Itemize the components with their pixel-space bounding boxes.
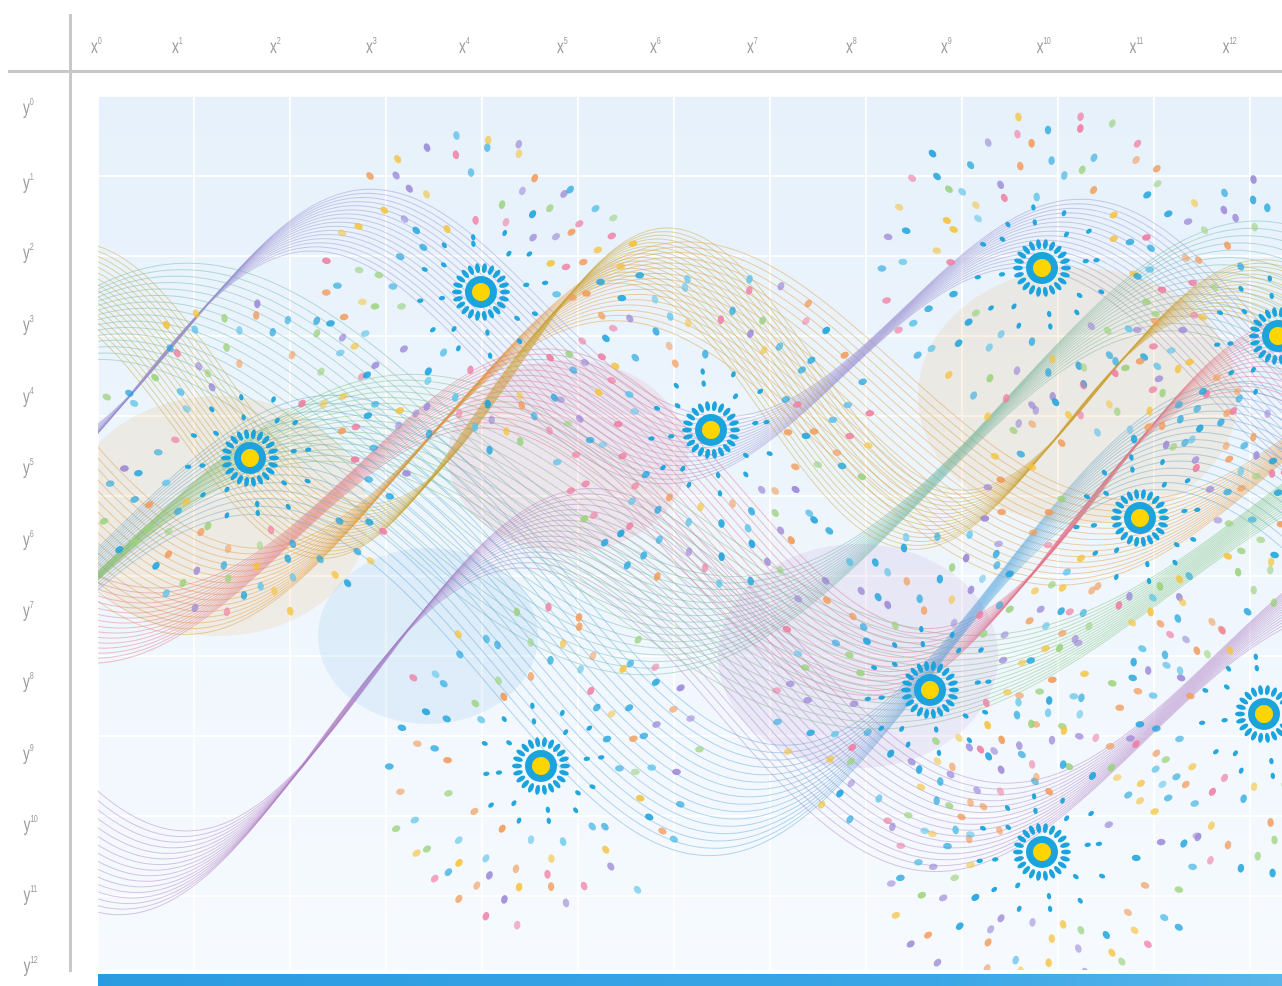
color-washes: [98, 268, 1238, 768]
y-axis-label: y4: [22, 386, 34, 409]
y-axis-label-base: y: [22, 243, 30, 264]
y-axis-label-base: y: [22, 387, 30, 408]
y-axis-rule: [69, 14, 72, 972]
x-axis-label-exponent: 0: [97, 36, 102, 47]
x-axis-label-base: x: [845, 37, 853, 58]
y-axis-label: y6: [22, 529, 34, 552]
y-axis-label-exponent: 3: [29, 314, 34, 325]
x-axis-label-base: x: [556, 37, 564, 58]
x-axis-label-exponent: 2: [276, 36, 281, 47]
y-axis-label: y1: [22, 172, 34, 195]
y-axis-label: y2: [22, 242, 34, 265]
y-axis-label: y5: [22, 457, 34, 480]
y-axis-label-exponent: 6: [29, 529, 34, 540]
x-axis-label: x1: [171, 36, 183, 59]
y-axis-label-base: y: [22, 458, 30, 479]
x-axis-label: x7: [746, 36, 758, 59]
x-axis-label-base: x: [458, 37, 466, 58]
flower-cluster: [99, 112, 1282, 970]
y-axis-label: y11: [23, 884, 38, 907]
x-axis-label-exponent: 7: [753, 36, 758, 47]
x-axis-label: x12: [1222, 36, 1237, 59]
bottom-bar: [98, 974, 1282, 986]
radial-flower-icon: [552, 274, 875, 588]
radial-flower-icon: [1121, 175, 1282, 478]
radial-flower-icon: [321, 131, 645, 455]
x-axis-label: x9: [940, 36, 952, 59]
x-axis-label-exponent: 11: [1136, 36, 1143, 47]
x-axis-label-exponent: 5: [563, 36, 568, 47]
radial-flower-icon: [883, 693, 1202, 970]
x-axis-label: x10: [1036, 36, 1051, 59]
y-axis-label: y10: [23, 814, 38, 837]
y-axis-label: y0: [22, 97, 34, 120]
x-axis-label-base: x: [940, 37, 948, 58]
x-axis-label: x3: [365, 36, 377, 59]
x-axis-label-base: x: [649, 37, 657, 58]
x-axis-label-exponent: 8: [852, 36, 857, 47]
x-axis-label: x0: [90, 36, 102, 59]
x-axis-label-base: x: [90, 37, 98, 58]
x-axis-label: x8: [845, 36, 857, 59]
x-axis-label: x5: [556, 36, 568, 59]
x-axis-label-exponent: 6: [656, 36, 661, 47]
radial-flower-icon: [877, 112, 1199, 428]
y-axis-label-base: y: [22, 173, 30, 194]
y-axis-label-exponent: 12: [30, 955, 38, 966]
y-axis-label-exponent: 4: [29, 386, 34, 397]
x-axis-label-base: x: [365, 37, 373, 58]
x-axis-label-exponent: 1: [178, 36, 183, 47]
x-axis-label-exponent: 10: [1043, 36, 1051, 47]
y-axis-label-base: y: [23, 815, 31, 836]
radial-flower-icon: [99, 299, 411, 617]
y-axis-label-exponent: 8: [29, 671, 34, 682]
y-axis-label-base: y: [22, 744, 30, 765]
y-axis-label-base: y: [22, 530, 30, 551]
y-axis-label: y9: [22, 743, 34, 766]
x-axis-label: x4: [458, 36, 470, 59]
y-axis-label-exponent: 10: [30, 814, 38, 825]
radial-flower-icon: [980, 356, 1282, 676]
y-axis-label-exponent: 11: [30, 884, 37, 895]
y-axis-label-base: y: [22, 601, 30, 622]
x-axis-label-base: x: [1129, 37, 1137, 58]
x-axis-label-base: x: [269, 37, 277, 58]
artwork-background: [98, 96, 1282, 970]
y-axis-label-base: y: [22, 98, 30, 119]
x-axis-label-exponent: 9: [947, 36, 952, 47]
x-axis-label-base: x: [1222, 37, 1230, 58]
radial-flower-icon: [1105, 557, 1282, 878]
y-axis-label-exponent: 1: [29, 172, 34, 183]
y-axis-label-exponent: 9: [29, 743, 34, 754]
radial-flower-icon: [384, 602, 704, 930]
y-axis-label-base: y: [23, 956, 31, 977]
x-axis-label: x11: [1129, 36, 1144, 59]
y-axis-label: y8: [22, 671, 34, 694]
y-axis-label: y3: [22, 314, 34, 337]
x-axis-rule: [8, 70, 1282, 73]
radial-flower-icon: [772, 530, 1089, 844]
y-axis-label-exponent: 7: [29, 600, 34, 611]
artwork-canvas: [98, 96, 1282, 970]
y-axis-label-exponent: 5: [29, 457, 34, 468]
x-axis-label: x6: [649, 36, 661, 59]
y-axis-label-base: y: [22, 315, 30, 336]
x-axis-label-exponent: 12: [1229, 36, 1237, 47]
y-axis-label-exponent: 0: [29, 97, 34, 108]
x-axis-label-base: x: [746, 37, 754, 58]
x-axis-label-exponent: 3: [372, 36, 377, 47]
y-axis-label-exponent: 2: [29, 242, 34, 253]
y-axis-label-base: y: [23, 885, 31, 906]
y-axis-label: y12: [23, 955, 38, 978]
x-axis-label-base: x: [171, 37, 179, 58]
y-axis-label: y7: [22, 600, 34, 623]
x-axis-label: x2: [269, 36, 281, 59]
x-axis-label-exponent: 4: [465, 36, 470, 47]
x-axis-label-base: x: [1036, 37, 1044, 58]
decorative-artwork: [98, 96, 1282, 970]
y-axis-label-base: y: [22, 672, 30, 693]
